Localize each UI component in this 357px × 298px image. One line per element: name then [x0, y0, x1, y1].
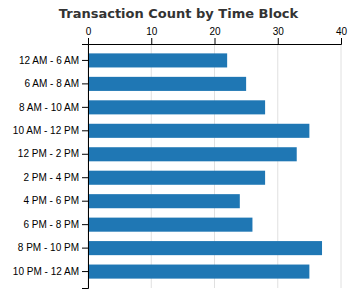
tick-mark	[82, 177, 88, 178]
tick-mark	[278, 38, 279, 44]
tick: 10 AM - 12 PM	[13, 125, 88, 136]
tick-label: 10 AM - 12 PM	[13, 125, 79, 136]
tick: 6 PM - 8 PM	[23, 219, 88, 230]
tick: 8 PM - 10 PM	[18, 242, 88, 253]
bar	[88, 147, 297, 161]
tick-label: 10	[146, 26, 158, 37]
tick-label: 6 AM - 8 AM	[25, 78, 79, 89]
tick: 0	[86, 26, 92, 44]
plot: 0 10 20 30 40 12 AM - 6 AM 6 AM - 8 AM 8 AM - 1…	[13, 26, 348, 289]
bar	[88, 100, 265, 114]
tick: 12 PM - 2 PM	[18, 148, 88, 159]
tick: 10	[146, 26, 158, 44]
tick: 2 PM - 4 PM	[23, 172, 88, 183]
tick-mark	[82, 271, 88, 272]
bar	[88, 171, 265, 185]
tick: 20	[209, 26, 221, 44]
bar	[88, 241, 322, 255]
tick-label: 2 PM - 4 PM	[23, 172, 79, 183]
tick-label: 8 PM - 10 PM	[18, 242, 79, 253]
tick-mark	[82, 107, 88, 108]
tick: 30	[273, 26, 285, 44]
tick-mark	[82, 130, 88, 131]
tick-label: 12 AM - 6 AM	[19, 55, 79, 66]
tick-label: 4 PM - 6 PM	[23, 195, 79, 206]
grid	[88, 44, 341, 288]
tick-mark	[215, 38, 216, 44]
bar	[88, 124, 309, 138]
axis-domain	[89, 38, 342, 45]
tick: 10 PM - 12 AM	[13, 266, 88, 277]
tick-mark	[151, 38, 152, 44]
tick-mark	[82, 154, 88, 155]
tick-label: 10 PM - 12 AM	[13, 266, 79, 277]
bar	[88, 265, 309, 279]
tick: 12 AM - 6 AM	[19, 55, 88, 66]
bar	[88, 53, 227, 67]
tick: 40	[336, 26, 348, 44]
tick: 6 AM - 8 AM	[25, 78, 88, 89]
tick-label: 12 PM - 2 PM	[18, 148, 79, 159]
tick-mark	[82, 248, 88, 249]
title: Transaction Count by Time Block	[59, 6, 299, 21]
tick-mark	[88, 38, 89, 44]
grid-line	[341, 44, 342, 288]
tick-label: 8 AM - 10 AM	[19, 102, 79, 113]
tick-mark	[82, 224, 88, 225]
tick: 8 AM - 10 AM	[19, 102, 88, 113]
chart: Transaction Count by Time Block 0 10 20 30 40…	[0, 0, 357, 298]
tick-label: 40	[336, 26, 348, 37]
tick-mark	[341, 38, 342, 44]
axis-domain	[82, 45, 89, 289]
bar	[88, 194, 240, 208]
tick-mark	[82, 201, 88, 202]
tick-label: 6 PM - 8 PM	[23, 219, 79, 230]
tick-label: 0	[86, 26, 92, 37]
bar	[88, 77, 246, 91]
tick-label: 30	[273, 26, 285, 37]
tick-mark	[82, 60, 88, 61]
bars	[88, 53, 322, 278]
bar	[88, 218, 252, 232]
y-axis: 12 AM - 6 AM 6 AM - 8 AM 8 AM - 10 AM 10 AM…	[13, 45, 89, 289]
tick-label: 20	[209, 26, 221, 37]
x-axis: 0 10 20 30 40	[86, 26, 348, 45]
tick-mark	[82, 83, 88, 84]
tick: 4 PM - 6 PM	[23, 195, 88, 206]
